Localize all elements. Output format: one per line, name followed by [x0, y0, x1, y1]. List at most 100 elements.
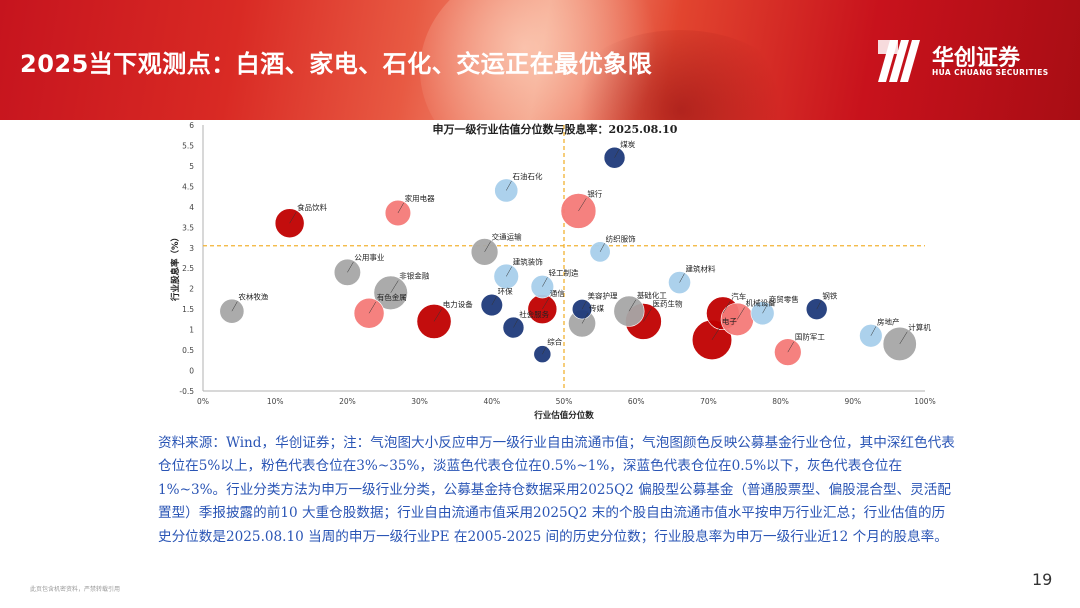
y-axis-label: 行业股息率（%） [170, 233, 181, 302]
x-axis-label: 行业估值分位数 [533, 410, 594, 421]
y-tick-label: 2 [189, 285, 194, 294]
bubble-label: 建筑装饰 [513, 257, 543, 267]
label-leader-line [231, 301, 238, 312]
bubble-label: 电力设备 [443, 299, 473, 309]
y-tick-label: 4.5 [182, 182, 194, 191]
bubble-point [493, 263, 519, 290]
page-title: 2025当下观测点：白酒、家电、石化、交运正在最优象限 [20, 50, 653, 78]
label-leader-line [581, 312, 589, 324]
bubble-label: 机械设备 [746, 297, 776, 307]
bubble-label: 食品饮料 [297, 202, 327, 212]
label-leader-line [643, 308, 652, 322]
bubble-point [882, 326, 917, 361]
logo-cn-text: 华创证券 [932, 46, 1021, 71]
x-tick-label: 30% [411, 397, 428, 406]
logo-mark-icon [878, 40, 920, 82]
label-leader-line [542, 346, 547, 355]
bubble-point [384, 199, 412, 227]
label-leader-line [599, 243, 605, 252]
bubble-label: 交通运输 [492, 231, 522, 241]
label-leader-line [506, 180, 512, 191]
x-tick-label: 70% [700, 397, 717, 406]
label-leader-line [787, 341, 795, 353]
bubble-label: 房地产 [877, 316, 900, 326]
label-leader-line [737, 307, 745, 320]
y-tick-label: 3.5 [182, 223, 194, 232]
bubble-label: 电子 [722, 316, 737, 326]
bubble-label: 美容护理 [587, 291, 617, 301]
bubble-point [589, 241, 611, 263]
y-tick-label: -0.5 [179, 387, 194, 396]
label-leader-line [614, 148, 620, 158]
label-leader-line [542, 298, 550, 310]
label-leader-line [368, 301, 377, 314]
y-tick-label: 3 [189, 244, 194, 253]
bubble-label: 汽车 [731, 291, 746, 301]
page-number: 19 [1032, 570, 1053, 589]
bubble-point [502, 316, 525, 339]
y-tick-label: 0.5 [182, 346, 194, 355]
bubble-label: 传媒 [589, 303, 604, 313]
bubble-label: 煤炭 [620, 139, 636, 149]
x-tick-label: 80% [772, 397, 789, 406]
disclaimer-text: 此页包含机密资料，严禁转载引用 [30, 586, 121, 593]
bubble-label: 综合 [547, 336, 562, 346]
bubble-label: 有色金属 [377, 292, 407, 302]
y-tick-label: 5.5 [182, 141, 194, 150]
label-leader-line [711, 325, 722, 340]
label-leader-line [578, 198, 587, 212]
x-tick-label: 20% [339, 397, 356, 406]
x-tick-label: 50% [556, 397, 573, 406]
y-tick-label: 0 [189, 367, 194, 376]
label-leader-line [433, 308, 442, 322]
bubble-point [774, 338, 802, 366]
bubble-label: 银行 [587, 188, 602, 198]
x-tick-label: 40% [483, 397, 500, 406]
bubble-label: 家用电器 [405, 193, 435, 203]
logo-en-text: HUA CHUANG SECURITIES [932, 68, 1049, 77]
label-leader-line [722, 301, 731, 314]
label-leader-line [899, 331, 908, 345]
chart-axes: 0% 10% 20% 30% 40% 50% 60% 70% 80% 90% 100% -0.5 0 0.… [179, 121, 935, 406]
y-tick-label: 1.5 [182, 305, 194, 314]
x-tick-label: 0% [197, 397, 209, 406]
bubble-label: 商贸零售 [769, 294, 799, 304]
label-leader-line [390, 280, 399, 293]
bubble-point [613, 295, 645, 327]
bubble-label: 纺织服饰 [606, 233, 636, 243]
label-leader-line [542, 277, 548, 287]
bubble-point [480, 293, 503, 317]
label-leader-line [513, 318, 519, 328]
bubble-label: 基础化工 [637, 290, 667, 300]
bubble-point [274, 208, 305, 239]
label-leader-line [506, 266, 513, 277]
bubble-label: 建筑材料 [686, 263, 716, 273]
x-tick-label: 60% [628, 397, 645, 406]
label-leader-line [484, 241, 491, 252]
bubble-label: 环保 [498, 287, 513, 296]
header-banner: 2025当下观测点：白酒、家电、石化、交运正在最优象限 华创证券 HUA CHU… [0, 0, 1080, 120]
x-tick-label: 10% [267, 397, 284, 406]
label-leader-line [628, 299, 637, 312]
bubble-label: 计算机 [908, 322, 931, 332]
bubble-label: 公用事业 [354, 252, 384, 262]
x-tick-label: 90% [844, 397, 861, 406]
source-note: 资料来源：Wind，华创证券；注：气泡图大小反应申万一级行业自由流通市值；气泡图… [158, 435, 955, 545]
bubble-point [494, 178, 519, 203]
company-logo: 华创证券 HUA CHUANG SECURITIES [876, 38, 1066, 86]
y-tick-label: 2.5 [182, 264, 194, 273]
y-tick-label: 5 [189, 162, 194, 171]
y-tick-label: 4 [189, 203, 194, 212]
chart-title: 申万一级行业估值分位数与股息率：2025.08.10 [433, 122, 678, 136]
label-leader-line [870, 326, 877, 336]
y-tick-label: 6 [189, 121, 194, 130]
y-tick-label: 1 [189, 326, 194, 335]
label-leader-line [762, 303, 769, 314]
label-leader-line [679, 273, 685, 283]
label-leader-line [289, 212, 297, 224]
label-leader-line [491, 295, 497, 306]
banner-decoration [420, 0, 680, 120]
label-leader-line [581, 300, 587, 310]
bubble-point [533, 345, 552, 364]
